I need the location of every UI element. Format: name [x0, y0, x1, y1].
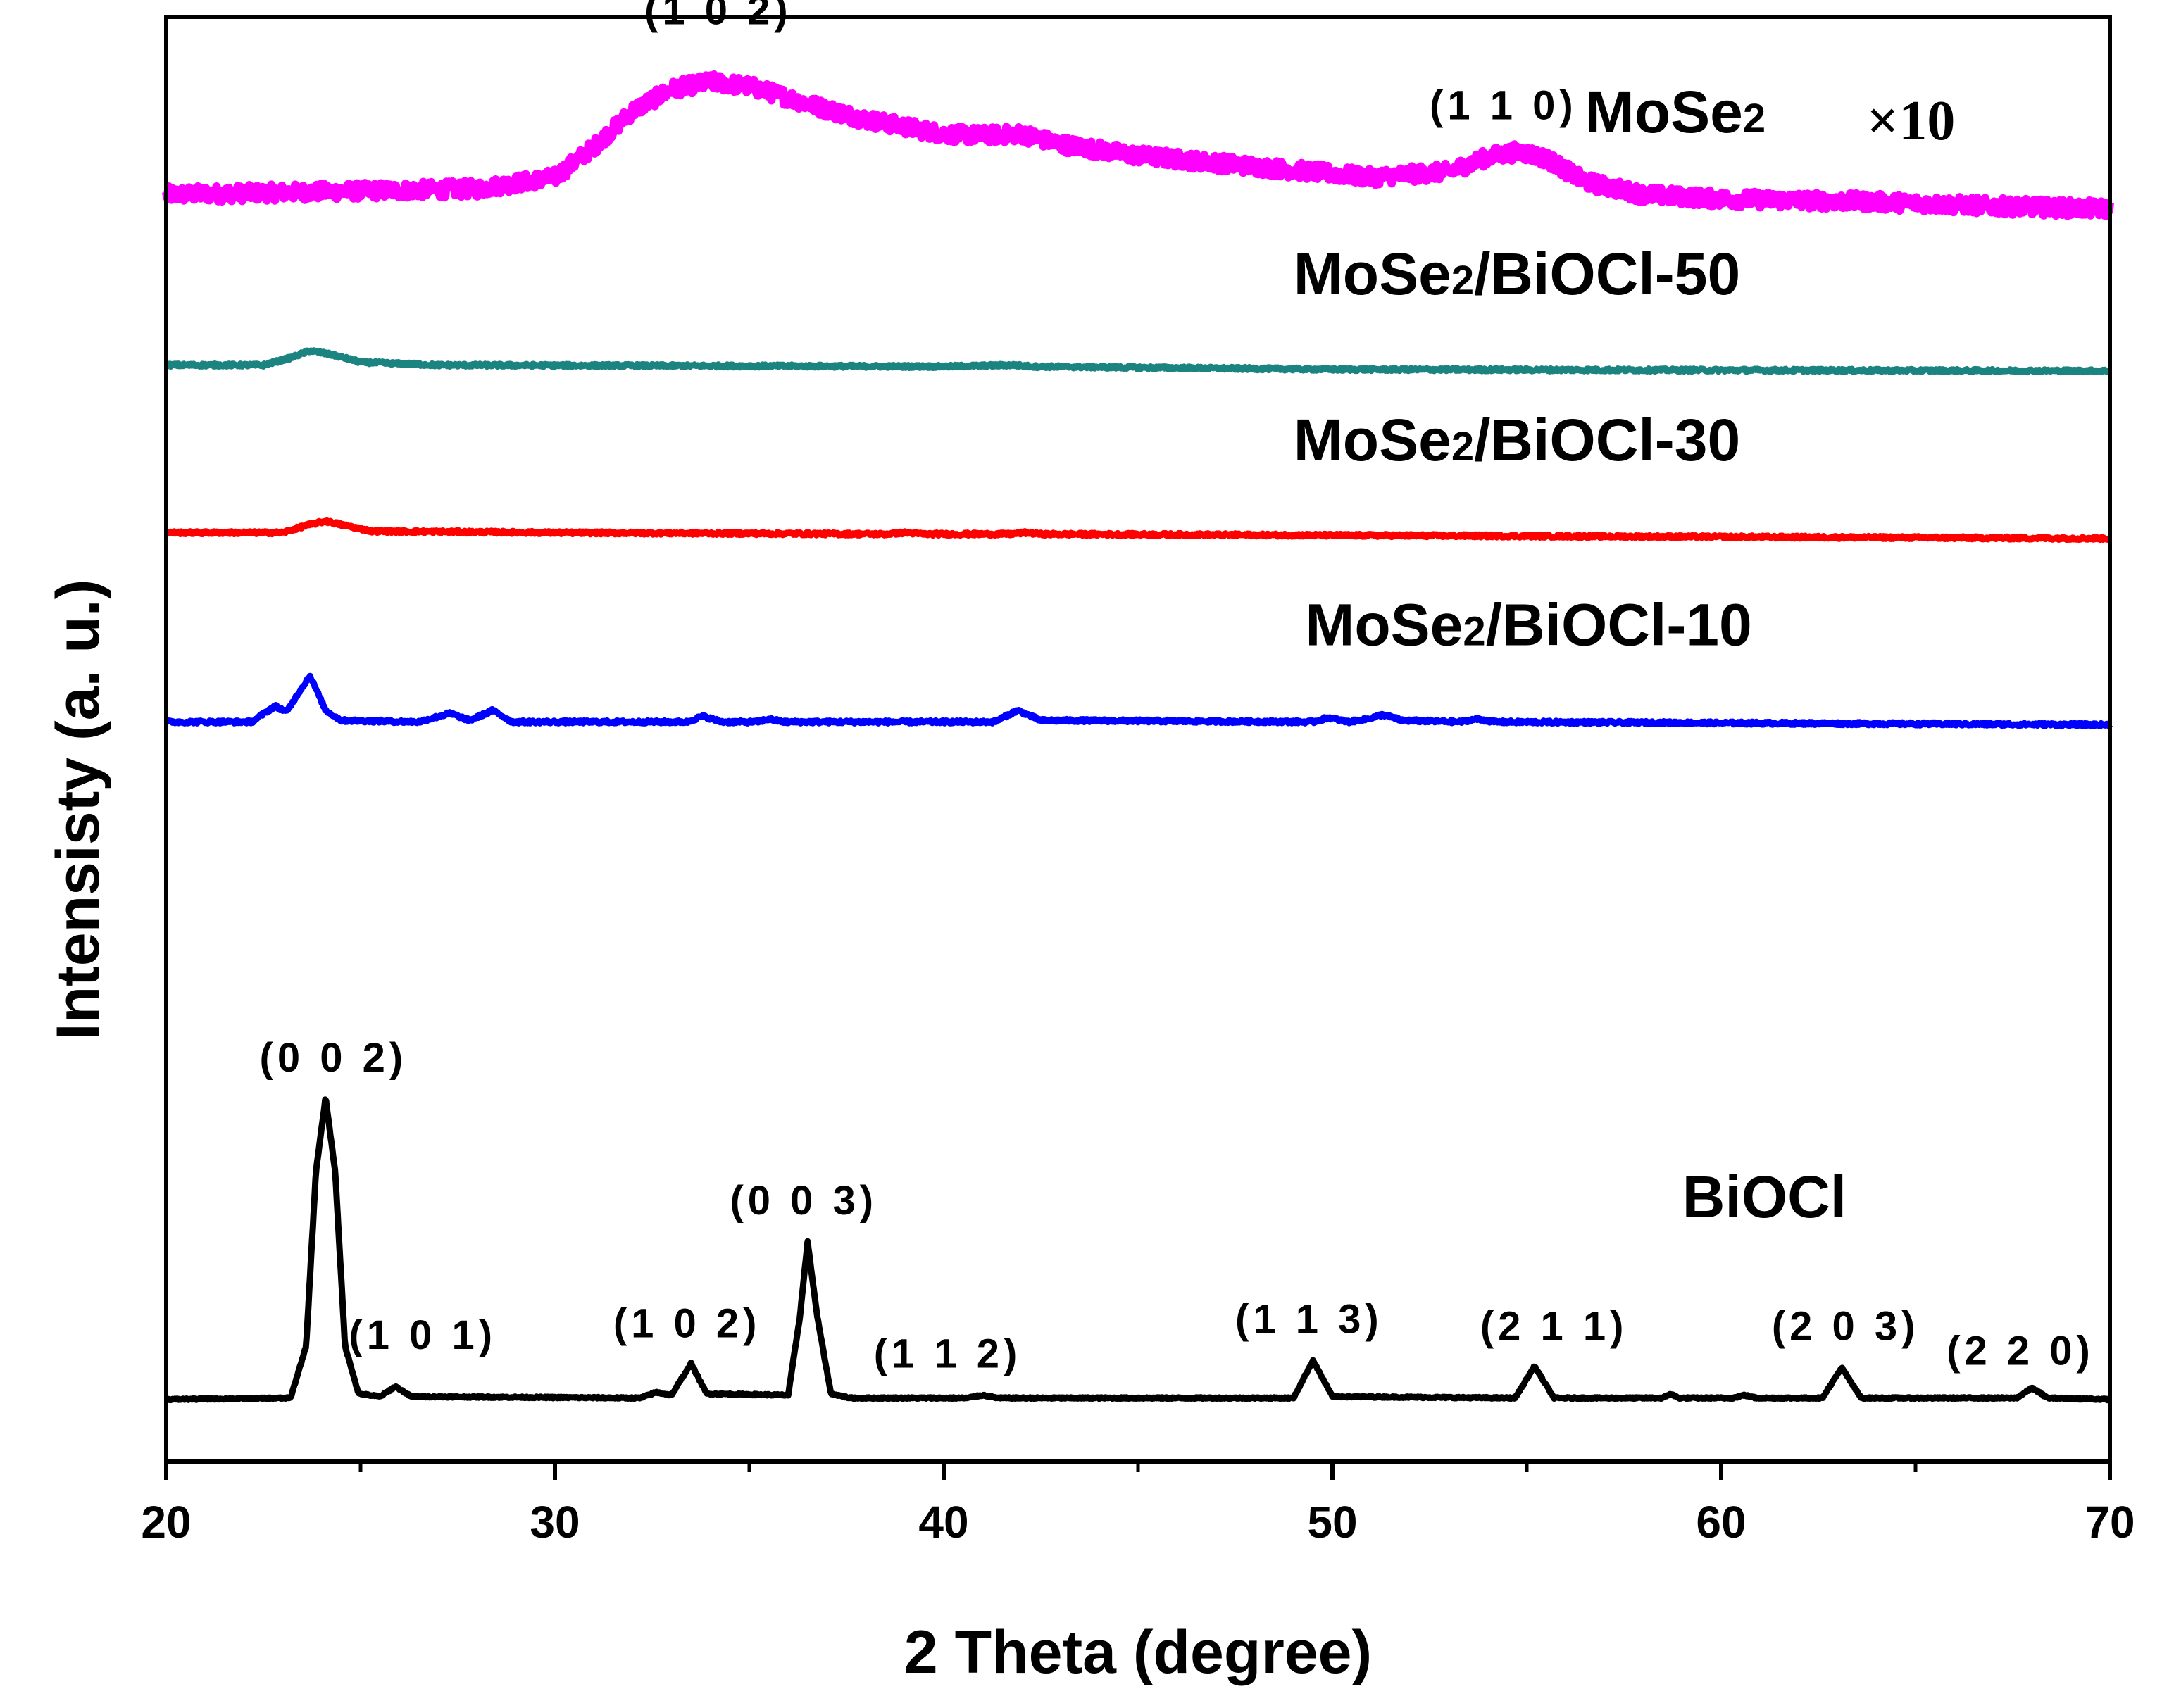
series-line-3: [163, 672, 2113, 729]
series-line-2: [163, 517, 2113, 544]
peak-label-5: (0 0 3): [730, 1178, 877, 1224]
series-label-2: MoSe2/BiOCl-30: [1294, 407, 1740, 473]
y-axis-title: Intensisty (a. u.): [44, 579, 112, 1041]
series-label-4: BiOCl: [1682, 1164, 1847, 1230]
series-label-layer: MoSe2 ×10 MoSe2/BiOCl-50 MoSe2/BiOCl-30 MoSe…: [1294, 79, 1956, 1230]
series-label-0: MoSe2: [1585, 79, 1766, 145]
series-line-0: [162, 70, 2114, 220]
x-tick-label-5: 70: [2085, 1497, 2135, 1547]
peak-label-8: (2 1 1): [1480, 1304, 1628, 1350]
x-tick-label-4: 60: [1696, 1497, 1746, 1547]
peak-label-1: (1 1 0): [1430, 83, 1577, 129]
series-line-1: [163, 347, 2113, 376]
series-label-1: MoSe2/BiOCl-50: [1294, 241, 1740, 307]
peak-label-4: (1 0 2): [613, 1301, 761, 1347]
peak-label-7: (1 1 3): [1235, 1296, 1383, 1342]
x-tick-label-2: 40: [918, 1497, 968, 1547]
x-axis-title: 2 Theta (degree): [904, 1619, 1372, 1686]
scale-factor-label: ×10: [1867, 90, 1956, 152]
x-tick-label-0: 20: [141, 1497, 191, 1547]
peak-label-0: (1 0 2): [644, 0, 792, 33]
peak-label-6: (1 1 2): [874, 1331, 1022, 1377]
peak-label-10: (2 2 0): [1947, 1329, 2094, 1374]
peak-label-3: (1 0 1): [349, 1312, 496, 1358]
series-label-3: MoSe2/BiOCl-10: [1305, 592, 1751, 658]
series-layer: [162, 70, 2114, 1404]
peak-label-2: (0 0 2): [260, 1035, 408, 1081]
x-tick-label-1: 30: [530, 1497, 580, 1547]
tick-layer: 20 30 40 50 60 70: [141, 1462, 2135, 1547]
series-line-4: [163, 1096, 2113, 1404]
annotation-layer: (1 0 2) (1 1 0) (0 0 2) (1 0 1) (1 0 2) (0 0 …: [260, 0, 2094, 1377]
x-tick-label-3: 50: [1307, 1497, 1357, 1547]
peak-label-9: (2 0 3): [1772, 1304, 1920, 1350]
